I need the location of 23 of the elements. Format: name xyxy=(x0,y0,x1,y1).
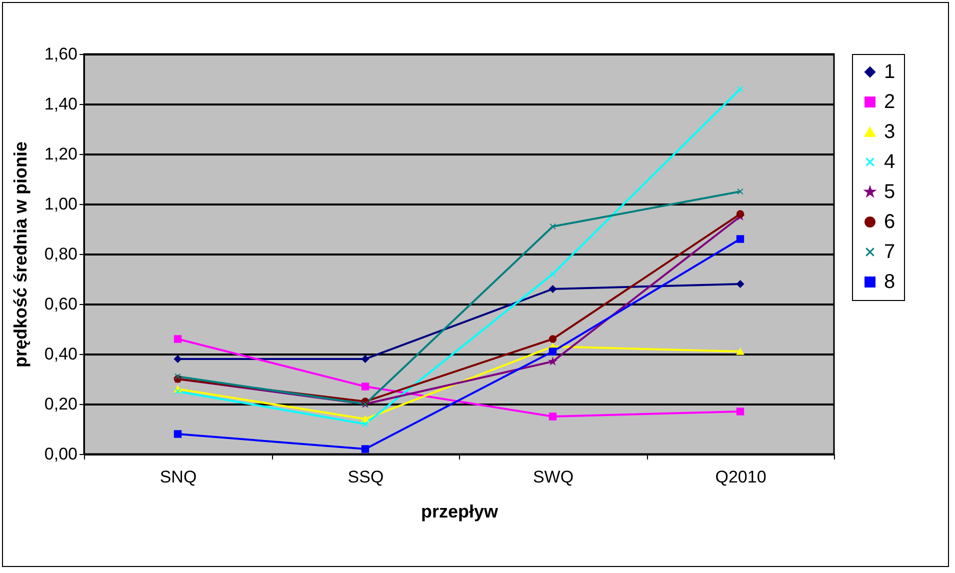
y-axis-title: prędkość średnia w pionie xyxy=(10,141,30,368)
y-tick-label: 0,00 xyxy=(44,444,78,464)
legend-label: 3 xyxy=(884,121,896,143)
x-tick-label: SNQ xyxy=(160,468,197,486)
y-tick-label: 1,60 xyxy=(44,44,78,64)
x-axis-title: przepływ xyxy=(420,502,499,522)
x-tick-label: SWQ xyxy=(532,468,574,486)
legend-label: 1 xyxy=(884,61,896,83)
y-tick-label: 0,60 xyxy=(44,294,78,314)
legend-label: 5 xyxy=(884,181,896,203)
x-tick-label: Q2010 xyxy=(715,468,766,486)
y-tick-label: 1,40 xyxy=(44,94,78,114)
y-tick-label: 1,20 xyxy=(44,144,78,164)
y-tick-label: 0,20 xyxy=(44,394,78,414)
y-tick-label: 0,80 xyxy=(44,244,78,264)
legend-label: 2 xyxy=(884,91,896,113)
legend-label: 4 xyxy=(884,151,896,173)
y-tick-label: 0,40 xyxy=(44,344,78,364)
legend-label: 6 xyxy=(884,211,896,233)
legend-label: 7 xyxy=(884,241,896,263)
legend-label: 8 xyxy=(884,271,896,293)
y-tick-label: 1,00 xyxy=(44,194,78,214)
x-tick-label: SSQ xyxy=(348,468,384,486)
